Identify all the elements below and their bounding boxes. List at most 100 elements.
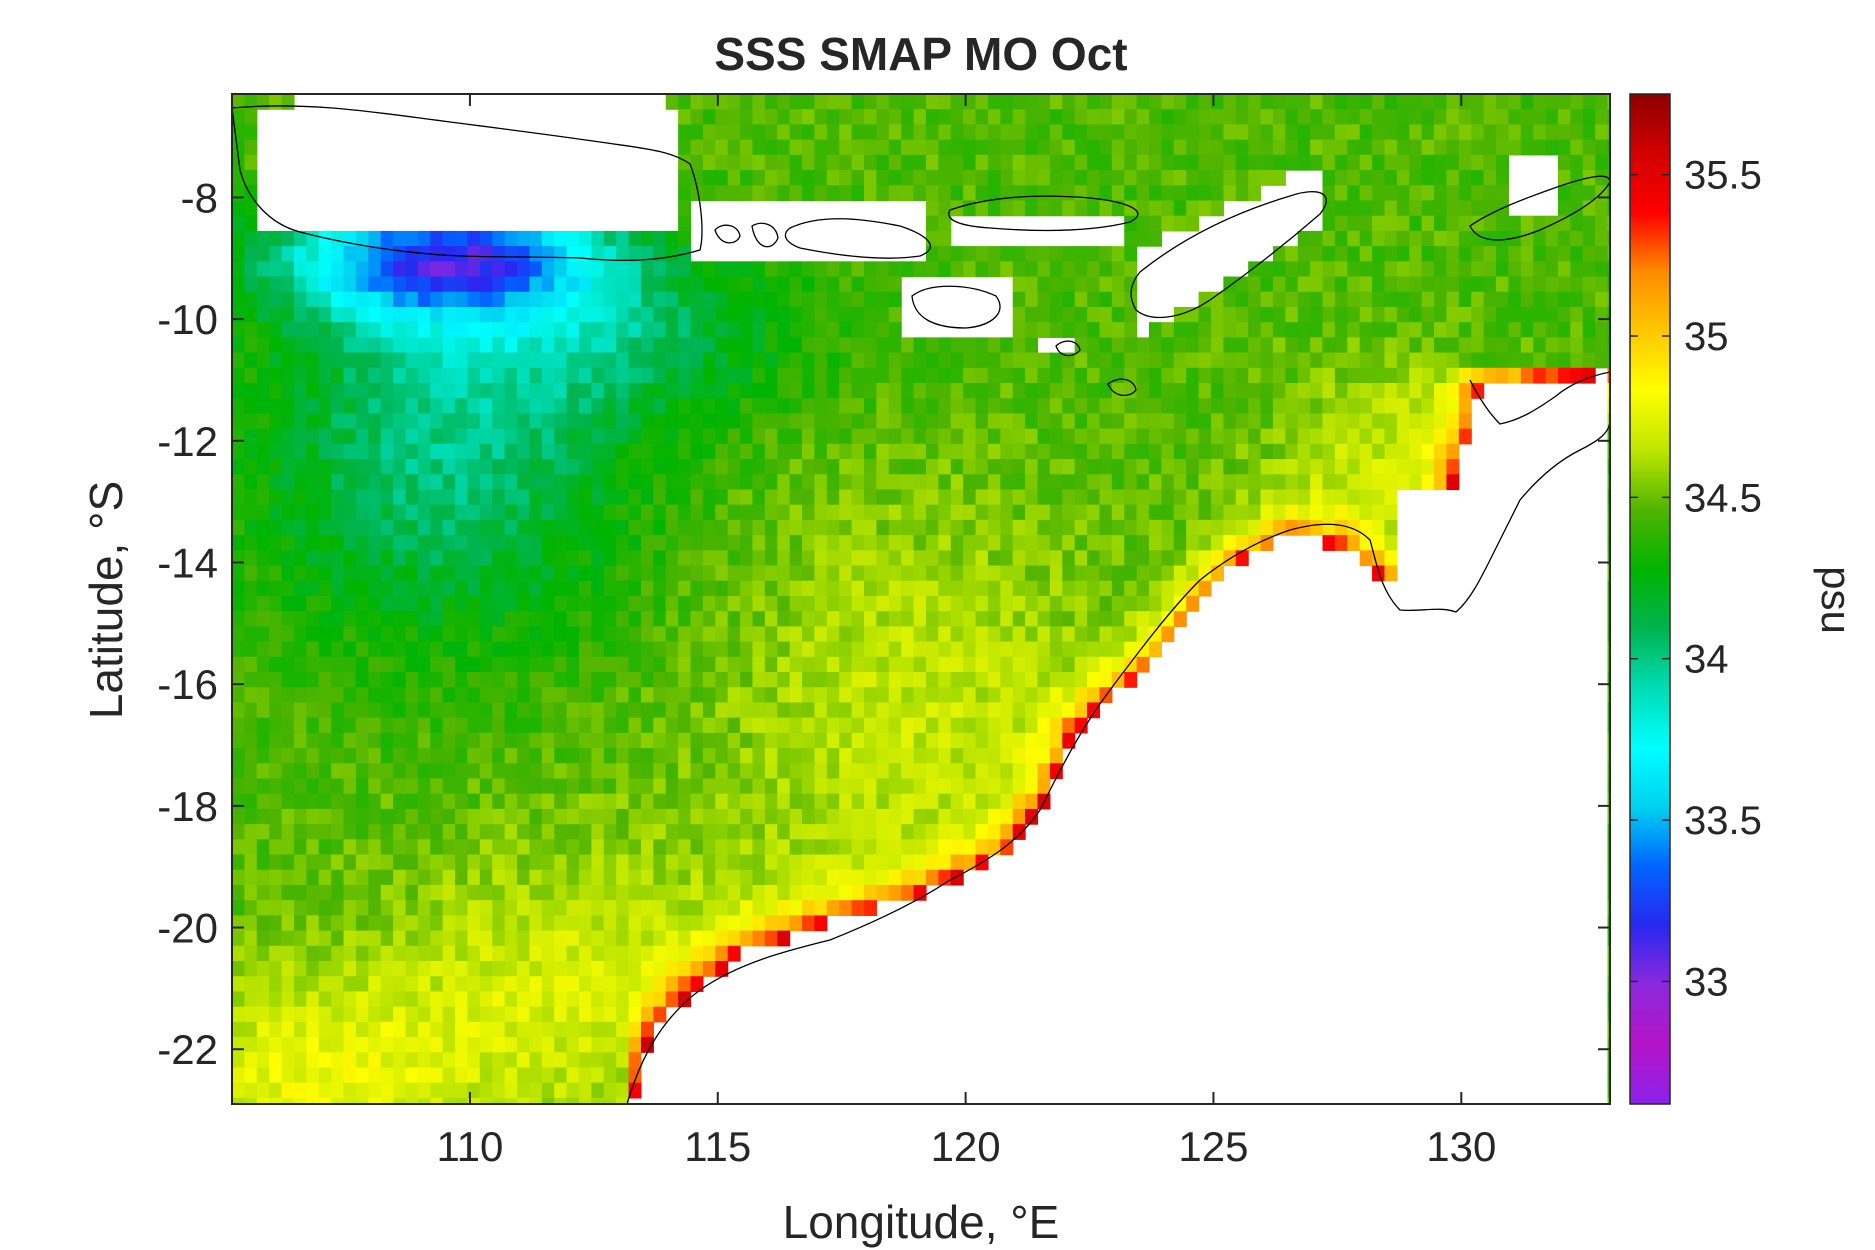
heatmap-cell <box>864 535 877 551</box>
heatmap-cell <box>938 824 952 840</box>
heatmap-cell <box>814 580 828 597</box>
heatmap-cell <box>232 717 245 734</box>
heatmap-cell <box>1446 94 1460 110</box>
heatmap-cell <box>1607 702 1610 719</box>
heatmap-cell <box>702 276 716 293</box>
heatmap-cell <box>529 611 543 627</box>
heatmap-cell <box>244 565 258 582</box>
heatmap-cell <box>864 352 877 369</box>
heatmap-cell <box>1111 519 1125 536</box>
heatmap-cell <box>455 961 469 977</box>
heatmap-cell <box>442 383 456 399</box>
heatmap-cell <box>1210 413 1224 430</box>
heatmap-cell <box>529 778 543 795</box>
heatmap-cell <box>1149 641 1162 658</box>
heatmap-cell <box>293 306 307 323</box>
heatmap-cell <box>269 869 283 886</box>
heatmap-cell <box>1012 124 1026 141</box>
heatmap-cell <box>950 687 964 704</box>
heatmap-cell <box>1471 352 1485 369</box>
heatmap-cell <box>640 230 654 247</box>
heatmap-cell <box>925 702 939 719</box>
heatmap-cell <box>244 976 258 993</box>
heatmap-cell <box>244 367 258 384</box>
heatmap-cell <box>1483 322 1497 338</box>
heatmap-cell <box>269 94 283 110</box>
heatmap-cell <box>368 550 382 567</box>
heatmap-cell <box>1582 306 1596 323</box>
heatmap-cell <box>368 854 382 871</box>
heatmap-cell <box>1124 611 1138 627</box>
heatmap-cell <box>764 306 778 323</box>
heatmap-cell <box>1607 1067 1610 1084</box>
heatmap-cell <box>1297 124 1311 141</box>
heatmap-cell <box>1149 459 1162 475</box>
heatmap-cell <box>479 519 493 536</box>
heatmap-cell <box>293 793 307 810</box>
heatmap-cell <box>318 519 332 536</box>
heatmap-cell <box>244 124 258 141</box>
heatmap-cell <box>665 793 679 810</box>
heatmap-cell <box>1099 398 1113 415</box>
heatmap-cell <box>281 748 295 764</box>
heatmap-cell <box>913 732 927 749</box>
heatmap-cell <box>281 322 295 338</box>
heatmap-cell <box>925 626 939 643</box>
heatmap-cell <box>442 580 456 597</box>
heatmap-cell <box>715 322 729 338</box>
heatmap-cell <box>1223 337 1237 354</box>
heatmap-cell <box>616 474 630 491</box>
heatmap-cell <box>1000 748 1014 764</box>
heatmap-cell <box>1012 276 1026 293</box>
heatmap-cell <box>1099 154 1113 171</box>
heatmap-cell <box>963 428 977 445</box>
heatmap-cell <box>1186 170 1200 186</box>
heatmap-cell <box>950 413 964 430</box>
heatmap-cell <box>1037 565 1051 582</box>
heatmap-cell <box>355 732 369 749</box>
heatmap-cell <box>343 656 357 673</box>
heatmap-cell <box>876 626 890 643</box>
heatmap-cell <box>455 930 469 947</box>
heatmap-cell <box>281 519 295 536</box>
heatmap-cell <box>331 991 345 1008</box>
heatmap-cell <box>331 884 345 901</box>
heatmap-cell <box>628 383 642 399</box>
heatmap-cell <box>504 261 518 278</box>
heatmap-cell <box>913 687 927 704</box>
heatmap-cell <box>1223 185 1237 202</box>
heatmap-cell <box>702 580 716 597</box>
heatmap-cell <box>541 672 555 688</box>
heatmap-cell <box>1322 337 1336 354</box>
heatmap-cell <box>1012 672 1026 688</box>
heatmap-cell <box>256 535 270 551</box>
heatmap-cell <box>702 413 716 430</box>
heatmap-cell <box>1520 276 1534 293</box>
heatmap-cell <box>690 732 704 749</box>
heatmap-cell <box>306 672 320 688</box>
heatmap-cell <box>1446 200 1460 217</box>
heatmap-cell <box>864 398 877 415</box>
heatmap-cell <box>702 306 716 323</box>
heatmap-cell <box>1260 383 1274 399</box>
heatmap-cell <box>455 1067 469 1084</box>
heatmap-cell <box>1297 428 1311 445</box>
heatmap-cell <box>1037 550 1051 567</box>
heatmap-cell <box>244 519 258 536</box>
heatmap-cell <box>1111 580 1125 597</box>
heatmap-cell <box>405 459 419 475</box>
heatmap-cell <box>1087 109 1101 126</box>
heatmap-cell <box>913 626 927 643</box>
heatmap-cell <box>492 687 506 704</box>
heatmap-cell <box>417 702 431 719</box>
heatmap-cell <box>802 732 816 749</box>
heatmap-cell <box>1087 352 1101 369</box>
heatmap-cell <box>455 1006 469 1023</box>
heatmap-cell <box>232 398 245 415</box>
heatmap-cell <box>963 185 977 202</box>
heatmap-cell <box>938 246 952 262</box>
heatmap-cell <box>293 884 307 901</box>
heatmap-cell <box>293 580 307 597</box>
heatmap-cell <box>628 824 642 840</box>
heatmap-cell <box>1099 550 1113 567</box>
